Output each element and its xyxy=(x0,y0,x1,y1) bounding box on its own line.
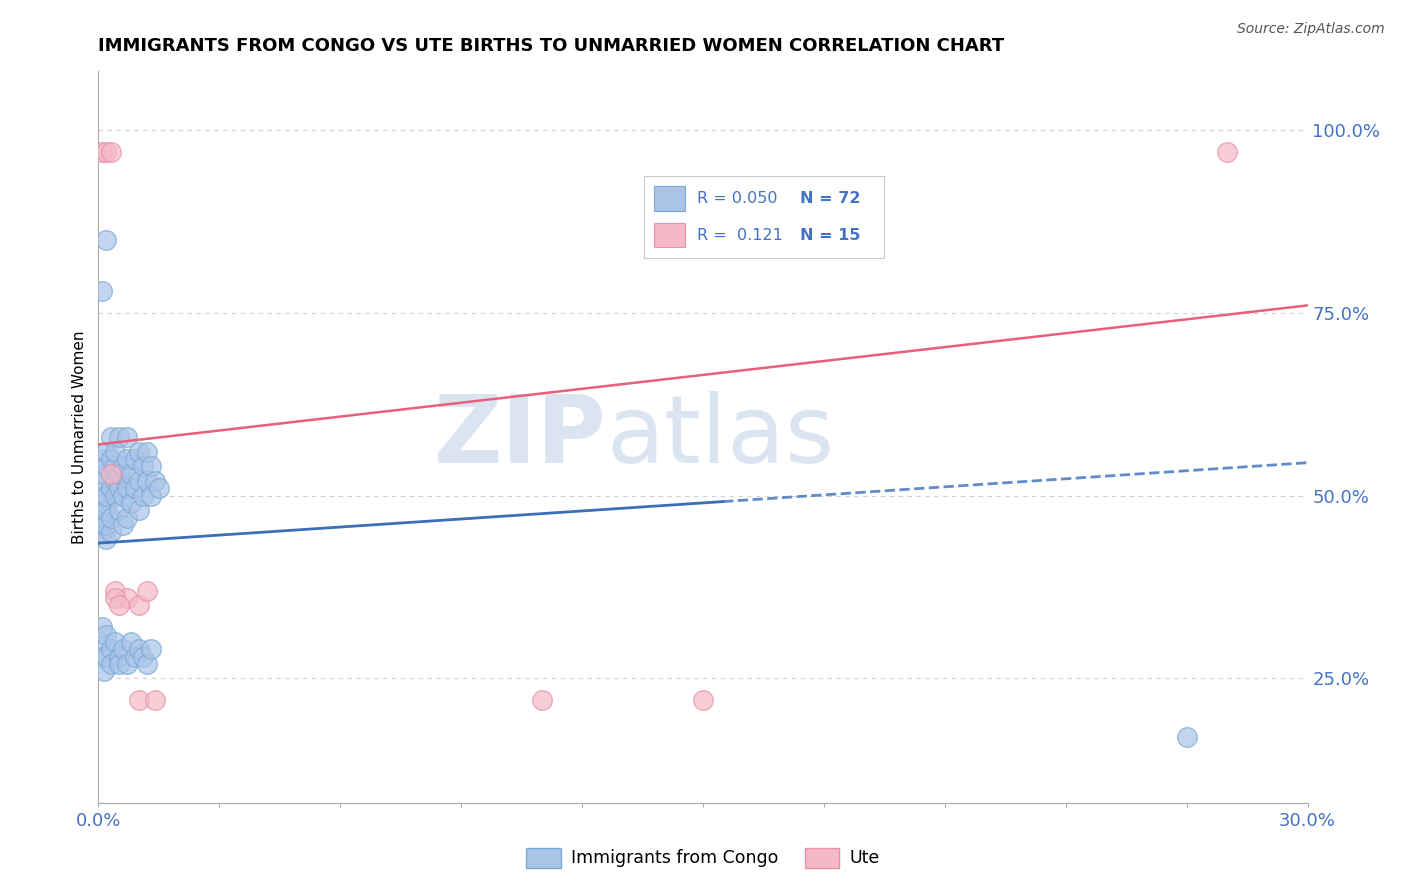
Point xyxy=(128,503,150,517)
Point xyxy=(120,635,142,649)
Point xyxy=(1175,730,1198,744)
Point xyxy=(111,642,134,657)
Point xyxy=(100,481,122,495)
Point xyxy=(100,452,122,467)
Point xyxy=(103,474,125,488)
Point xyxy=(100,430,122,444)
Point xyxy=(100,145,122,159)
Point xyxy=(100,510,122,524)
Point xyxy=(100,525,122,540)
Point xyxy=(692,693,714,707)
Legend: Immigrants from Congo, Ute: Immigrants from Congo, Ute xyxy=(519,840,887,874)
Point xyxy=(139,459,162,474)
Point xyxy=(91,503,114,517)
Point xyxy=(90,525,112,540)
Point xyxy=(91,467,114,481)
Point xyxy=(124,649,146,664)
Text: R = 0.050: R = 0.050 xyxy=(697,191,778,206)
Point xyxy=(103,591,125,605)
Point xyxy=(93,664,115,678)
Text: ZIP: ZIP xyxy=(433,391,606,483)
Point xyxy=(107,481,129,495)
Point xyxy=(103,444,125,458)
Point xyxy=(115,510,138,524)
Point xyxy=(135,583,157,598)
Point xyxy=(135,474,157,488)
Point xyxy=(115,452,138,467)
Point xyxy=(139,642,162,657)
Point xyxy=(93,496,115,510)
Point xyxy=(91,510,114,524)
Point xyxy=(143,693,166,707)
Point xyxy=(91,620,114,634)
Point xyxy=(96,627,118,641)
Point xyxy=(115,657,138,671)
Point xyxy=(120,467,142,481)
Point xyxy=(132,649,155,664)
Bar xyxy=(654,223,685,247)
Point xyxy=(128,444,150,458)
Point xyxy=(115,430,138,444)
Point xyxy=(96,444,118,458)
Point xyxy=(93,452,115,467)
Point xyxy=(96,517,118,532)
Point xyxy=(135,444,157,458)
Point xyxy=(100,642,122,657)
Point xyxy=(115,591,138,605)
Point xyxy=(91,489,114,503)
Point xyxy=(132,489,155,503)
Text: R =  0.121: R = 0.121 xyxy=(697,227,783,243)
Point xyxy=(96,649,118,664)
Point xyxy=(89,635,111,649)
Point xyxy=(91,649,114,664)
Point xyxy=(89,517,111,532)
Y-axis label: Births to Unmarried Women: Births to Unmarried Women xyxy=(72,330,87,544)
Point xyxy=(148,481,170,495)
Point xyxy=(128,599,150,613)
Point xyxy=(128,693,150,707)
Point xyxy=(111,517,134,532)
Point xyxy=(107,467,129,481)
Bar xyxy=(654,186,685,211)
Point xyxy=(111,459,134,474)
Point xyxy=(103,489,125,503)
Point xyxy=(107,599,129,613)
Text: N = 72: N = 72 xyxy=(800,191,860,206)
Point xyxy=(96,533,118,547)
Point xyxy=(128,642,150,657)
Point xyxy=(100,657,122,671)
Point xyxy=(91,284,114,298)
Point xyxy=(96,503,118,517)
Point xyxy=(91,145,114,159)
Point xyxy=(139,489,162,503)
Point xyxy=(103,459,125,474)
Point xyxy=(107,503,129,517)
Text: IMMIGRANTS FROM CONGO VS UTE BIRTHS TO UNMARRIED WOMEN CORRELATION CHART: IMMIGRANTS FROM CONGO VS UTE BIRTHS TO U… xyxy=(98,37,1004,54)
Point xyxy=(91,474,114,488)
Point xyxy=(103,635,125,649)
Point xyxy=(100,467,122,481)
Point xyxy=(96,145,118,159)
Point xyxy=(1216,145,1239,159)
Point xyxy=(132,459,155,474)
Point xyxy=(107,430,129,444)
Point xyxy=(530,693,553,707)
Point xyxy=(128,474,150,488)
Point xyxy=(120,496,142,510)
Text: Source: ZipAtlas.com: Source: ZipAtlas.com xyxy=(1237,22,1385,37)
Point xyxy=(115,481,138,495)
Point xyxy=(96,459,118,474)
Point xyxy=(143,474,166,488)
Point xyxy=(124,452,146,467)
Point xyxy=(107,657,129,671)
Point xyxy=(111,489,134,503)
Point xyxy=(96,233,118,247)
Point xyxy=(107,649,129,664)
Point xyxy=(135,657,157,671)
Point xyxy=(103,583,125,598)
Text: N = 15: N = 15 xyxy=(800,227,860,243)
Point xyxy=(96,489,118,503)
Text: atlas: atlas xyxy=(606,391,835,483)
Point xyxy=(124,481,146,495)
